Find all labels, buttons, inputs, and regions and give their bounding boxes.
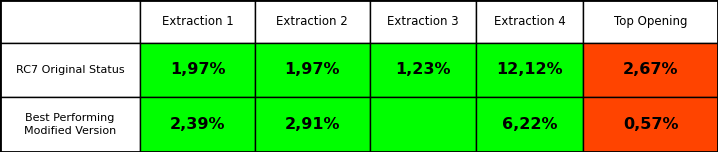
- Bar: [476, 0, 583, 43]
- Text: 1,97%: 1,97%: [284, 62, 340, 77]
- Bar: [140, 97, 255, 152]
- Bar: [370, 97, 476, 152]
- Bar: [255, 97, 370, 152]
- Text: 6,22%: 6,22%: [502, 117, 557, 132]
- Bar: [255, 43, 370, 97]
- Text: Extraction 4: Extraction 4: [494, 15, 565, 28]
- Text: 1,23%: 1,23%: [395, 62, 451, 77]
- Bar: [0, 0, 140, 43]
- Bar: [476, 43, 583, 97]
- Text: Top Opening: Top Opening: [614, 15, 687, 28]
- Text: Extraction 2: Extraction 2: [276, 15, 348, 28]
- Bar: [370, 43, 476, 97]
- Bar: [583, 97, 718, 152]
- Bar: [476, 97, 583, 152]
- Bar: [583, 43, 718, 97]
- Text: Extraction 1: Extraction 1: [162, 15, 233, 28]
- Text: Extraction 3: Extraction 3: [387, 15, 459, 28]
- Text: 12,12%: 12,12%: [496, 62, 563, 77]
- Text: 0,57%: 0,57%: [623, 117, 679, 132]
- Bar: [370, 0, 476, 43]
- Bar: [255, 0, 370, 43]
- Bar: [140, 43, 255, 97]
- Text: 2,39%: 2,39%: [169, 117, 225, 132]
- Text: Best Performing
Modified Version: Best Performing Modified Version: [24, 113, 116, 136]
- Text: 1,97%: 1,97%: [169, 62, 225, 77]
- Text: 2,67%: 2,67%: [623, 62, 679, 77]
- Bar: [0, 43, 140, 97]
- Bar: [140, 0, 255, 43]
- Bar: [583, 0, 718, 43]
- Text: RC7 Original Status: RC7 Original Status: [16, 65, 124, 75]
- Bar: [0, 97, 140, 152]
- Text: 2,91%: 2,91%: [284, 117, 340, 132]
